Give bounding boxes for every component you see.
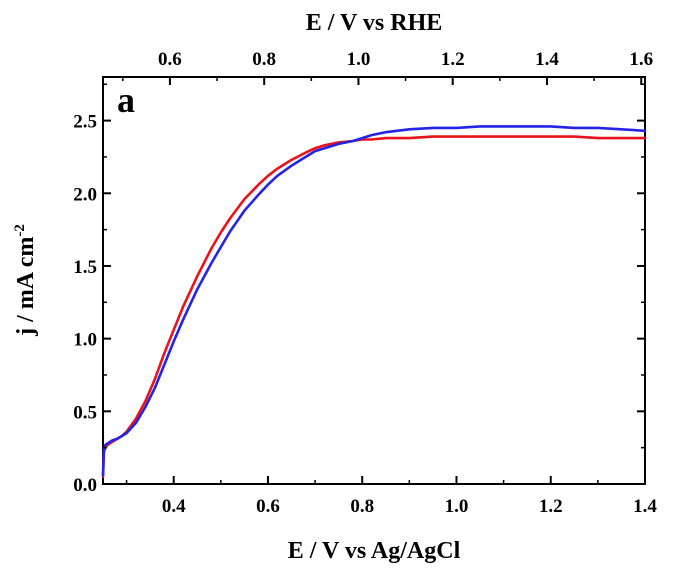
y-tick-label: 0.5 — [73, 402, 97, 423]
y-tick-label: 2.0 — [73, 184, 97, 205]
panel-letter: a — [117, 80, 135, 120]
x-tick-label: 1.0 — [445, 496, 469, 517]
x2-tick-label: 1.6 — [629, 49, 653, 70]
x-tick-label: 0.4 — [162, 496, 186, 517]
x-tick-label: 0.8 — [350, 496, 374, 517]
x-axis-title: E / V vs Ag/AgCl — [288, 538, 461, 564]
x-tick-label: 1.2 — [539, 496, 563, 517]
x2-tick-label: 1.4 — [535, 49, 559, 70]
x-tick-label: 1.4 — [633, 496, 657, 517]
y-tick-label: 1.0 — [73, 330, 97, 351]
y-axis-title-main: j / mA cm — [13, 237, 39, 337]
x2-tick-label: 0.6 — [158, 49, 182, 70]
x2-axis-title: E / V vs RHE — [306, 10, 443, 36]
y-axis-title: j / mA cm-2 — [12, 224, 39, 337]
plot-frame — [102, 76, 646, 485]
x2-tick-label: 0.8 — [252, 49, 276, 70]
y-tick-label: 1.5 — [73, 257, 97, 278]
series-line-1 — [101, 135, 647, 479]
series-line-2 — [101, 125, 647, 477]
x2-tick-label: 1.0 — [347, 49, 371, 70]
y-tick-label: 2.5 — [73, 112, 97, 133]
x-tick-label: 0.6 — [256, 496, 280, 517]
y-axis-title-superscript: -2 — [12, 224, 28, 237]
x2-tick-label: 1.2 — [441, 49, 465, 70]
y-tick-label: 0.0 — [73, 475, 97, 496]
